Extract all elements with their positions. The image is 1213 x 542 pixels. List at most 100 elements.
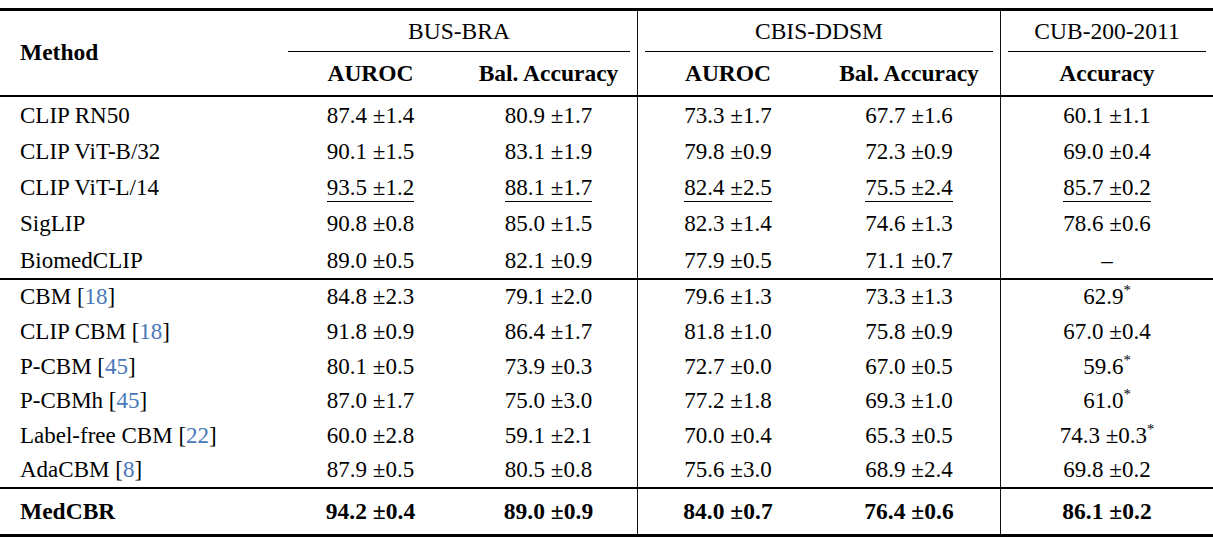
value-cell: 72.3 ±0.9 (818, 133, 1000, 169)
value: 60.0 ±2.8 (327, 423, 414, 448)
method-cell: SigLIP (0, 206, 281, 242)
value-cell: 59.1 ±2.1 (460, 418, 637, 453)
method-column-header: Method (0, 11, 281, 95)
col-header-cub-accuracy: Accuracy (1000, 52, 1213, 95)
col-header-cbis-auroc: AUROC (637, 52, 818, 95)
table-row: CBM [18] 84.8 ±2.3 79.1 ±2.0 79.6 ±1.3 73.3 … (0, 280, 1213, 315)
value-cell: 87.9 ±0.5 (281, 452, 460, 487)
value: 67.0 ±0.5 (865, 354, 952, 379)
bottom-rule (0, 534, 1213, 537)
value-cell: 67.7 ±1.6 (818, 97, 1000, 133)
value: 61.0 (1083, 388, 1123, 413)
asterisk-marker: * (1123, 386, 1130, 402)
value: 69.3 ±1.0 (865, 388, 952, 413)
method-cell: Label-free CBM [22] (0, 418, 281, 453)
col-header-bus-bal-accuracy: Bal. Accuracy (460, 52, 637, 95)
value: 75.8 ±0.9 (865, 319, 952, 344)
value: 79.6 ±1.3 (684, 284, 771, 309)
method-cell: CLIP ViT-B/32 (0, 133, 281, 169)
value: 79.8 ±0.9 (684, 139, 771, 164)
value-cell: 89.0 ±0.5 (281, 242, 460, 278)
value: 80.1 ±0.5 (327, 354, 414, 379)
value: 71.1 ±0.7 (865, 248, 952, 273)
value: 59.1 ±2.1 (505, 423, 592, 448)
method-cell: P-CBMh [45] (0, 383, 281, 418)
value-cell: 90.8 ±0.8 (281, 206, 460, 242)
value: 69.8 ±0.2 (1063, 457, 1150, 482)
value-cell: 73.9 ±0.3 (460, 349, 637, 384)
table-row: CLIP RN5087.4 ±1.480.9 ±1.773.3 ±1.767.7… (0, 97, 1213, 133)
value: 83.1 ±1.9 (505, 139, 592, 164)
value: 89.0 ±0.9 (504, 498, 593, 524)
value: 85.0 ±1.5 (505, 211, 592, 236)
method-cell: CBM [18] (0, 280, 281, 315)
group-header-row: Method BUS-BRA CBIS-DDSM CUB-200-2011 (0, 11, 1213, 52)
citation-link[interactable]: 22 (186, 423, 209, 448)
value-cell: 65.3 ±0.5 (818, 418, 1000, 453)
table-body: CLIP RN5087.4 ±1.480.9 ±1.773.3 ±1.767.7… (0, 97, 1213, 537)
value-cell: 87.4 ±1.4 (281, 97, 460, 133)
method-cell: P-CBM [45] (0, 349, 281, 384)
value-cell: 85.7 ±0.2 (1000, 170, 1213, 206)
results-table: Method BUS-BRA CBIS-DDSM CUB-200-2011 AU… (0, 8, 1213, 537)
value-cell: 84.8 ±2.3 (281, 280, 460, 315)
value-cell: 79.8 ±0.9 (637, 133, 818, 169)
value-cell: 71.1 ±0.7 (818, 242, 1000, 278)
value-cell: 80.5 ±0.8 (460, 452, 637, 487)
value-cell: 82.1 ±0.9 (460, 242, 637, 278)
value-cell: 88.1 ±1.7 (460, 170, 637, 206)
value: 90.8 ±0.8 (327, 211, 414, 236)
value-cell: 79.1 ±2.0 (460, 280, 637, 315)
value: 86.4 ±1.7 (505, 319, 592, 344)
value: 76.4 ±0.6 (864, 498, 953, 524)
value: 82.1 ±0.9 (505, 248, 592, 273)
value-cell: 83.1 ±1.9 (460, 133, 637, 169)
value-cell: 73.3 ±1.3 (818, 280, 1000, 315)
value-cell: 90.1 ±1.5 (281, 133, 460, 169)
value: 62.9 (1083, 284, 1123, 309)
value: 81.8 ±1.0 (684, 319, 771, 344)
method-cell: MedCBR (0, 489, 281, 534)
value-cell: 67.0 ±0.5 (818, 349, 1000, 384)
value: 65.3 ±0.5 (865, 423, 952, 448)
table-row: CLIP ViT-L/1493.5 ±1.288.1 ±1.782.4 ±2.5… (0, 170, 1213, 206)
value: 78.6 ±0.6 (1063, 211, 1150, 236)
col-header-bus-auroc: AUROC (281, 52, 460, 95)
value-cell: 59.6* (1000, 349, 1213, 384)
value-underlined: 85.7 ±0.2 (1063, 175, 1150, 202)
value-cell: 76.4 ±0.6 (818, 489, 1000, 534)
value: 79.1 ±2.0 (505, 284, 592, 309)
citation-link[interactable]: 45 (105, 354, 128, 379)
value: 75.0 ±3.0 (505, 388, 592, 413)
value-cell: 87.0 ±1.7 (281, 383, 460, 418)
value: 69.0 ±0.4 (1063, 139, 1150, 164)
value-underlined: 93.5 ±1.2 (327, 175, 414, 202)
method-cell: CLIP CBM [18] (0, 314, 281, 349)
citation-link[interactable]: 8 (123, 457, 135, 482)
value-cell: 67.0 ±0.4 (1000, 314, 1213, 349)
value-cell: 69.3 ±1.0 (818, 383, 1000, 418)
value: 73.9 ±0.3 (505, 354, 592, 379)
value-cell: 69.8 ±0.2 (1000, 452, 1213, 487)
value: 94.2 ±0.4 (326, 498, 415, 524)
value: – (1101, 248, 1113, 273)
value-cell: 62.9* (1000, 280, 1213, 315)
value-cell: 79.6 ±1.3 (637, 280, 818, 315)
table-row: CLIP CBM [18]91.8 ±0.986.4 ±1.781.8 ±1.0… (0, 314, 1213, 349)
value-cell: 70.0 ±0.4 (637, 418, 818, 453)
value: 67.0 ±0.4 (1063, 319, 1150, 344)
col-header-cbis-bal-accuracy: Bal. Accuracy (818, 52, 1000, 95)
value: 82.3 ±1.4 (684, 211, 771, 236)
value: 84.8 ±2.3 (327, 284, 414, 309)
citation-link[interactable]: 45 (117, 388, 140, 413)
value: 72.3 ±0.9 (865, 139, 952, 164)
method-cell: AdaCBM [8] (0, 452, 281, 487)
value-cell: 68.9 ±2.4 (818, 452, 1000, 487)
value: 74.6 ±1.3 (865, 211, 952, 236)
citation-link[interactable]: 18 (139, 319, 162, 344)
value: 67.7 ±1.6 (865, 103, 952, 128)
value: 80.5 ±0.8 (505, 457, 592, 482)
citation-link[interactable]: 18 (85, 284, 108, 309)
value-cell: 61.0* (1000, 383, 1213, 418)
value-cell: 74.3 ±0.3* (1000, 418, 1213, 453)
